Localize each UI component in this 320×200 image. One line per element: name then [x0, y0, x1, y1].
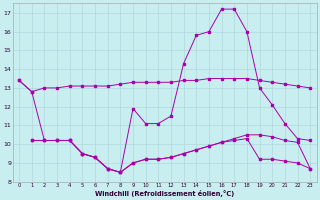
X-axis label: Windchill (Refroidissement éolien,°C): Windchill (Refroidissement éolien,°C): [95, 190, 234, 197]
